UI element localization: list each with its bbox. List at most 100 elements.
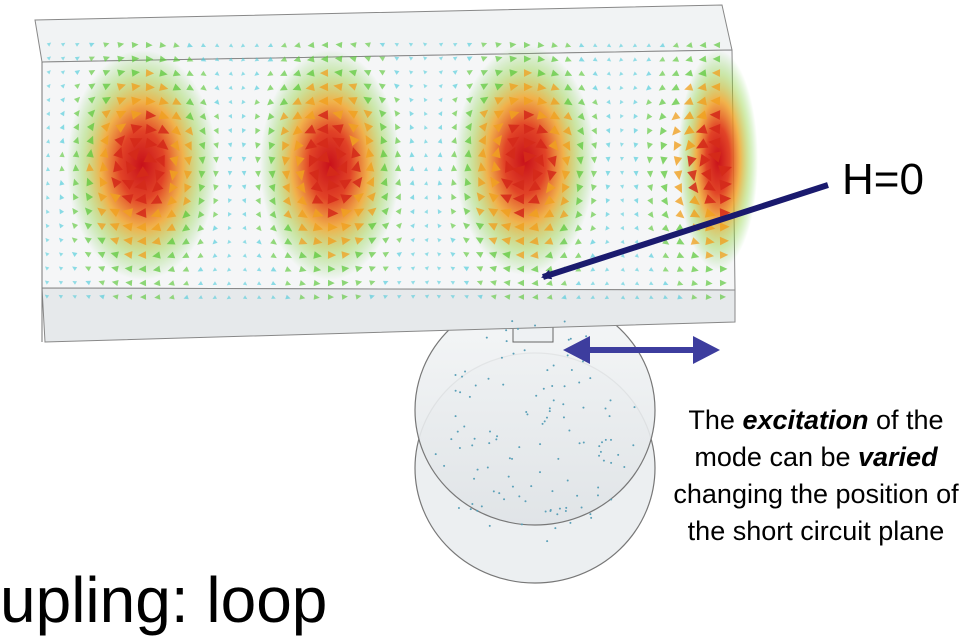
cavity-field-dot: [489, 525, 491, 527]
cavity-field-dot: [539, 471, 541, 473]
cavity-field-dot: [481, 505, 483, 507]
cavity-field-dot: [542, 423, 544, 425]
cavity-field-dot: [470, 508, 472, 510]
cavity-field-dot: [488, 378, 490, 380]
caption-text: The: [688, 405, 742, 435]
h-zero-label: H=0: [842, 158, 924, 202]
excitation-caption: The excitation of the mode can be varied…: [660, 402, 972, 550]
cavity-field-dot: [605, 408, 607, 410]
cavity-field-dot: [564, 385, 566, 387]
cavity-field-dot: [473, 478, 475, 480]
cavity-field-dot: [571, 369, 573, 371]
cavity-field-dot: [565, 507, 567, 509]
caption-text: changing the position of the short circu…: [673, 479, 958, 546]
cavity-field-dot: [556, 513, 558, 515]
cavity-field-dot: [489, 430, 491, 432]
cavity-field-dot: [506, 340, 508, 342]
cavity-field-dot: [546, 540, 548, 542]
cavity-field-dot: [435, 453, 437, 455]
cavity-field-dot: [493, 490, 495, 492]
cavity-field-dot: [557, 458, 559, 460]
cavity-field-dot: [562, 403, 564, 405]
cavity-field-dot: [511, 458, 513, 460]
cavity-field-dot: [455, 374, 457, 376]
cavity-field-dot: [502, 384, 504, 386]
cavity-field-dot: [443, 465, 445, 467]
cavity-field-dot: [461, 376, 463, 378]
cavity-field-dot: [509, 457, 511, 459]
cavity-field-dot: [525, 411, 527, 413]
cavity-field-dot: [589, 377, 591, 379]
cavity-field-dot: [455, 390, 457, 392]
cavity-field-dot: [458, 507, 460, 509]
cavity-field-dot: [530, 485, 532, 487]
cavity-field-dot: [463, 426, 465, 428]
cavity-field-dot: [496, 435, 498, 437]
cavity-field-dot: [495, 438, 497, 440]
cavity-field-dot: [549, 407, 551, 409]
cavity-field-dot: [474, 438, 476, 440]
cavity-field-dot: [546, 417, 548, 419]
cavity-field-dot: [517, 328, 519, 330]
cavity-field-dot: [553, 399, 555, 401]
cavity-field-dot: [513, 353, 515, 355]
cavity-field-dot: [549, 510, 551, 512]
cavity-field-dot: [476, 510, 478, 512]
cavity-field-dot: [450, 438, 452, 440]
cavity-field-dot: [524, 349, 526, 351]
cavity-field-dot: [551, 385, 553, 387]
cavity-field-dot: [553, 365, 555, 367]
cavity-field-dot: [457, 431, 459, 433]
cavity-field-dot: [549, 410, 551, 412]
hotspot-2: [260, 50, 400, 280]
cavity-field-dot: [459, 391, 461, 393]
cavity-field-dot: [610, 462, 612, 464]
cavity-field-dot: [623, 466, 625, 468]
caption-emphasis: excitation: [742, 405, 868, 435]
cavity-field-dot: [518, 495, 520, 497]
cavity-field-dot: [600, 451, 602, 453]
cavity-field-dot: [589, 513, 591, 515]
cavity-field-dot: [535, 395, 537, 397]
cavity-field-dot: [633, 406, 635, 408]
cavity-field-dot: [539, 443, 541, 445]
cavity-field-dot: [605, 439, 607, 441]
cavity-field-dot: [486, 337, 488, 339]
cavity-field-dot: [455, 415, 457, 417]
cavity-field-dot: [501, 357, 503, 359]
cavity-field-dot: [543, 388, 545, 390]
cavity-field-dot: [487, 467, 489, 469]
slide-title-fragment: upling: loop: [0, 568, 327, 632]
cavity-field-dot: [469, 396, 471, 398]
cavity-field-dot: [610, 498, 612, 500]
cavity-field-dot: [570, 338, 572, 340]
cavity-field-dot: [459, 447, 461, 449]
cavity-field-dot: [508, 476, 510, 478]
cavity-field-dot: [534, 325, 536, 327]
cavity-field-dot: [569, 522, 571, 524]
cavity-field-dot: [610, 439, 612, 441]
cavity-field-dot: [610, 399, 612, 401]
cavity-field-dot: [526, 413, 528, 415]
cavity-field-dot: [546, 369, 548, 371]
cavity-field-dot: [518, 446, 520, 448]
cavity-field-dot: [471, 503, 473, 505]
cavity-field-dot: [498, 492, 500, 494]
cavity-field-dot: [567, 480, 569, 482]
cavity-field-dot: [601, 441, 603, 443]
cavity-field-dot: [551, 490, 553, 492]
cavity-field-dot: [512, 486, 514, 488]
cavity-field-dot: [475, 385, 477, 387]
cavity-field-dot: [559, 508, 561, 510]
cavity-field-dot: [582, 407, 584, 409]
cavity-field-dot: [511, 320, 513, 322]
cavity-field-dot: [563, 416, 565, 418]
cavity-field-dot: [597, 494, 599, 496]
cavity-field-dot: [568, 339, 570, 341]
cavity-field-dot: [521, 523, 523, 525]
cavity-field-dot: [583, 441, 585, 443]
cavity-field-dot: [503, 498, 505, 500]
cavity-field-dot: [565, 510, 567, 512]
cavity-field-dot: [464, 371, 466, 373]
cavity-field-dot: [554, 527, 556, 529]
